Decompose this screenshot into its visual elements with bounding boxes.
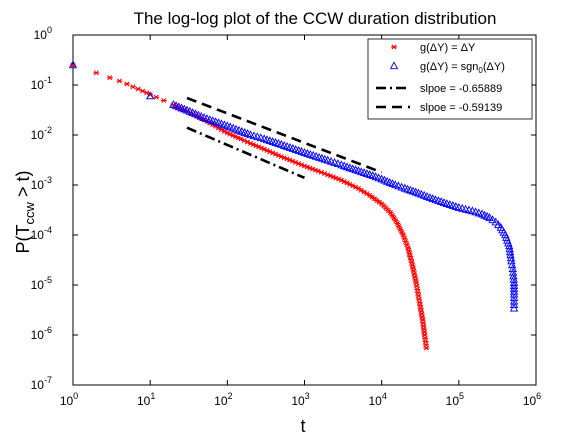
data-point <box>509 271 518 280</box>
data-point <box>485 213 494 221</box>
data-point <box>506 250 515 259</box>
data-point <box>160 97 167 104</box>
legend-item-slope-1: slpoe = -0.65889 <box>420 83 502 95</box>
data-point <box>505 247 515 256</box>
y-tick-label: 10-1 <box>31 75 52 92</box>
legend-item-identity: g(ΔY) = ΔY <box>420 42 476 54</box>
data-point <box>488 215 497 224</box>
data-point <box>145 91 155 100</box>
reference-line-2 <box>186 96 383 174</box>
data-point <box>402 238 409 245</box>
data-point <box>507 256 516 265</box>
data-point <box>253 132 262 141</box>
data-point <box>93 70 100 76</box>
data-point <box>506 253 516 262</box>
data-point <box>397 226 404 232</box>
data-point <box>505 241 514 250</box>
y-tick-label: 10-2 <box>31 125 52 142</box>
data-point <box>491 217 500 226</box>
y-tick-label: 10-5 <box>31 275 52 292</box>
data-point <box>68 60 78 69</box>
data-point <box>398 229 405 235</box>
x-tick-label: 104 <box>368 391 386 408</box>
legend-item-slope-2: slpoe = -0.59139 <box>420 102 502 114</box>
x-tick-label: 105 <box>446 391 464 408</box>
data-point <box>323 155 332 164</box>
legend-box <box>367 38 533 120</box>
x-axis-label: t <box>300 416 305 436</box>
y-tick-label: 10-7 <box>31 375 52 392</box>
data-point <box>508 264 517 272</box>
data-point <box>106 75 113 81</box>
y-tick-label: 10-4 <box>31 225 52 242</box>
data-series <box>68 60 519 351</box>
data-point <box>387 210 394 216</box>
axis-ticks: 100 101 102 103 104 105 106 100 10-1 10-2 10-3 10-4… <box>31 25 542 408</box>
data-point <box>246 130 255 139</box>
x-tick-label: 106 <box>523 391 541 408</box>
x-tick-label: 103 <box>291 391 309 408</box>
legend: g(ΔY) = ΔY g(ΔY) = sgn0(ΔY) slpoe = -0.658… <box>367 38 533 120</box>
data-point <box>389 212 396 218</box>
data-point <box>330 158 339 166</box>
reference-line-1 <box>186 126 306 180</box>
data-point <box>333 159 343 168</box>
y-tick-label: 100 <box>34 25 52 42</box>
data-point <box>509 300 519 309</box>
data-point <box>116 78 123 84</box>
data-point <box>395 223 402 229</box>
data-point <box>509 303 519 312</box>
data-point <box>130 84 137 90</box>
data-point <box>403 242 410 248</box>
data-point <box>392 218 399 224</box>
data-point <box>423 345 430 351</box>
reference-lines <box>186 96 383 180</box>
legend-item-sign: g(ΔY) = sgn0(ΔY) <box>420 61 505 75</box>
legend-marker-triangle <box>389 61 399 70</box>
data-point <box>494 220 503 229</box>
data-point <box>326 156 336 165</box>
data-point <box>394 220 401 226</box>
chart-title: The log-log plot of the CCW duration dis… <box>134 9 497 28</box>
data-point <box>153 94 160 100</box>
x-tick-label: 101 <box>137 391 155 408</box>
y-tick-label: 10-6 <box>31 325 52 342</box>
data-point <box>147 92 154 98</box>
series-2 <box>68 60 519 312</box>
data-point <box>508 267 518 276</box>
data-point <box>390 215 397 221</box>
x-tick-label: 102 <box>214 391 232 408</box>
y-tick-label: 10-3 <box>31 175 52 192</box>
y-axis-label: P(Tccw > t) <box>13 171 37 254</box>
x-tick-label: 100 <box>60 391 78 408</box>
data-point <box>401 235 408 241</box>
data-point <box>505 244 514 253</box>
data-point <box>249 131 259 140</box>
data-point <box>507 260 517 269</box>
legend-marker-asterisk <box>391 44 397 50</box>
data-point <box>400 232 407 238</box>
data-point <box>135 86 142 92</box>
data-point <box>256 133 265 142</box>
data-point <box>123 81 130 87</box>
